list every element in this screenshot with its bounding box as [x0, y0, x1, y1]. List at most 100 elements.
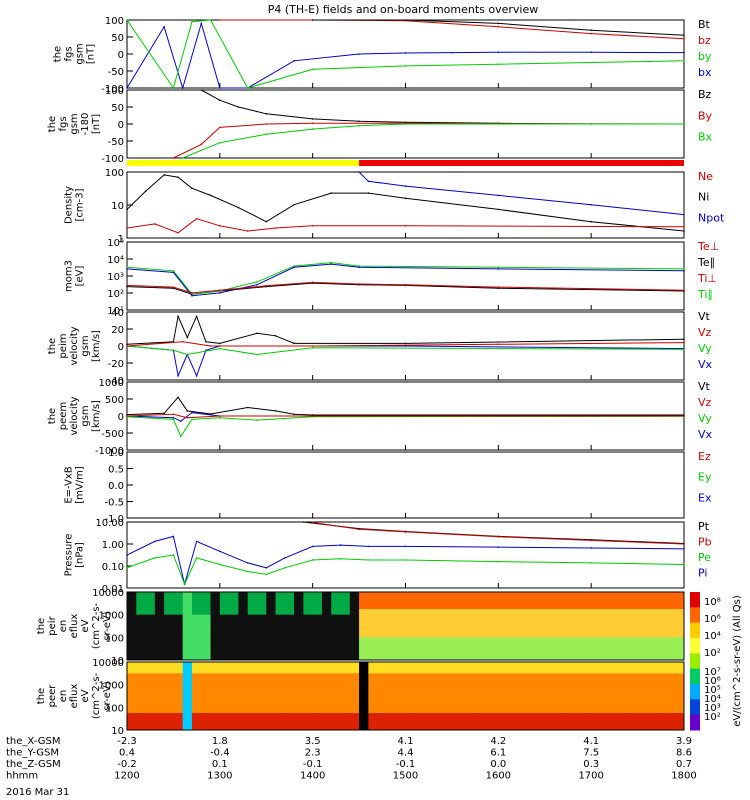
heatmap-cell: [461, 643, 471, 650]
heatmap-cell: [359, 696, 369, 703]
heatmap-cell: [665, 667, 676, 674]
heatmap-cell: [247, 626, 258, 633]
heatmap-cell: [396, 620, 406, 627]
heatmap-cell: [628, 701, 639, 708]
heatmap-cell: [609, 690, 620, 697]
data-point: [172, 286, 175, 288]
series-line-Vz: [126, 341, 685, 347]
heatmap-cell: [451, 662, 462, 669]
heatmap-cell: [507, 637, 518, 644]
heatmap-cell: [164, 690, 174, 697]
heatmap-cell: [294, 597, 304, 604]
heatmap-cell: [359, 713, 369, 720]
heatmap-cell: [414, 679, 425, 686]
heatmap-cell: [154, 643, 165, 650]
heatmap-cell: [600, 648, 611, 655]
heatmap-cell: [424, 620, 434, 627]
heatmap-cell: [386, 637, 397, 644]
series-line-Ti⊥: [126, 263, 685, 297]
heatmap-cell: [572, 662, 583, 669]
heatmap-cell: [349, 648, 360, 655]
heatmap-cell: [563, 654, 574, 661]
heatmap-cell: [489, 631, 499, 638]
heatmap-cell: [238, 609, 249, 616]
data-point: [200, 143, 203, 146]
data-point: [172, 416, 175, 419]
heatmap-cell: [489, 620, 499, 627]
heatmap-cell: [247, 667, 258, 674]
heatmap-cell: [349, 637, 360, 644]
heatmap-cell: [535, 620, 546, 627]
heatmap-cell: [284, 718, 295, 725]
heatmap-cell: [479, 631, 490, 638]
heatmap-cell: [433, 643, 444, 650]
heatmap-cell: [173, 662, 184, 669]
heatmap-cell: [368, 707, 379, 714]
heatmap-cell: [340, 637, 351, 644]
heatmap-cell: [442, 643, 453, 650]
data-point: [367, 559, 370, 561]
x-row-label: the_X-GSM: [6, 736, 60, 747]
y-tick-label: 500: [105, 395, 124, 406]
heatmap-cell: [238, 603, 249, 610]
heatmap-cell: [303, 609, 314, 616]
heatmap-cell: [516, 724, 527, 731]
heatmap-cell: [405, 696, 416, 703]
x-tick-label: 3.9: [676, 736, 692, 747]
heatmap-cell: [219, 662, 230, 669]
data-point: [497, 286, 500, 288]
heatmap-cell: [479, 696, 490, 703]
heatmap-cell: [674, 696, 685, 703]
heatmap-cell: [600, 673, 611, 680]
y-tick-label: 100: [105, 16, 124, 27]
heatmap-cell: [136, 643, 147, 650]
data-point: [683, 548, 685, 550]
heatmap-cell: [145, 684, 156, 691]
x-tick-label: -0.1: [396, 759, 416, 770]
heatmap-cell: [145, 643, 156, 650]
heatmap-cell: [424, 724, 434, 731]
y-tick-label: -40: [108, 376, 124, 387]
heatmap-cell: [609, 654, 620, 661]
heatmap-cell: [284, 648, 295, 655]
heatmap-cell: [238, 679, 249, 686]
heatmap-cell: [665, 597, 676, 604]
heatmap-cell: [656, 631, 666, 638]
heatmap-cell: [164, 614, 174, 621]
y-tick-label: -100: [101, 154, 124, 165]
heatmap-cell: [600, 609, 611, 616]
heatmap-cell: [331, 673, 342, 680]
heatmap-cell: [637, 679, 648, 686]
heatmap-cell: [461, 614, 471, 621]
data-point: [219, 141, 221, 144]
y-axis-label: Density[cm-3]: [64, 186, 86, 224]
heatmap-cell: [609, 637, 620, 644]
heatmap-cell: [433, 662, 444, 669]
y-tick-label: -1000: [95, 446, 124, 457]
heatmap-cell: [544, 597, 555, 604]
heatmap-cell: [674, 637, 685, 644]
heatmap-cell: [489, 684, 499, 691]
heatmap-cell: [321, 718, 332, 725]
heatmap-cell: [637, 662, 648, 669]
heatmap-cell: [637, 690, 648, 697]
heatmap-cell: [628, 684, 639, 691]
heatmap-cell: [405, 690, 416, 697]
data-point: [497, 26, 500, 28]
data-point: [367, 545, 370, 548]
colorbar-step: [690, 592, 700, 608]
heatmap-cell: [191, 662, 202, 669]
heatmap-cell: [461, 597, 471, 604]
data-point: [191, 187, 193, 190]
heatmap-cell: [145, 707, 156, 714]
heatmap-cell: [284, 592, 295, 599]
heatmap-cell: [526, 626, 536, 633]
heatmap-cell: [479, 673, 490, 680]
heatmap-cell: [674, 667, 685, 674]
heatmap-cell: [507, 603, 518, 610]
heatmap-cell: [674, 679, 685, 686]
heatmap-cell: [424, 614, 434, 621]
y-axis-label: thefgsgsm-180[nT]: [47, 113, 102, 136]
data-point: [126, 19, 128, 21]
heatmap-cell: [498, 614, 509, 621]
